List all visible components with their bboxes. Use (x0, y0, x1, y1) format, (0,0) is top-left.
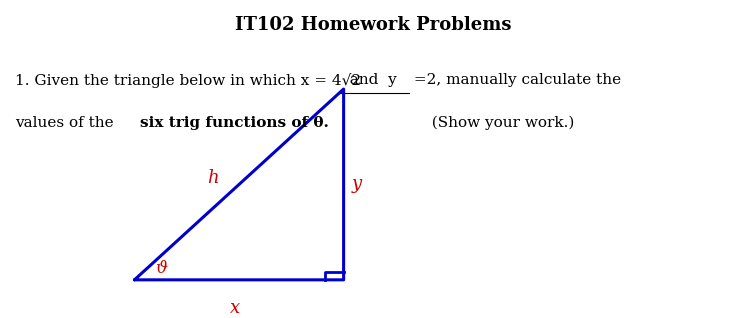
Text: and  y: and y (340, 73, 397, 87)
Text: h: h (207, 169, 219, 187)
Text: ϑ: ϑ (155, 260, 167, 277)
Text: six trig functions of θ.: six trig functions of θ. (140, 116, 329, 130)
Text: (Show your work.): (Show your work.) (422, 116, 574, 130)
Text: y: y (352, 176, 362, 193)
Text: 1. Given the triangle below in which x = 4√2: 1. Given the triangle below in which x =… (15, 73, 361, 88)
Text: values of the: values of the (15, 116, 119, 130)
Text: IT102 Homework Problems: IT102 Homework Problems (235, 16, 512, 34)
Text: x: x (230, 300, 241, 317)
Text: =2, manually calculate the: =2, manually calculate the (409, 73, 622, 87)
